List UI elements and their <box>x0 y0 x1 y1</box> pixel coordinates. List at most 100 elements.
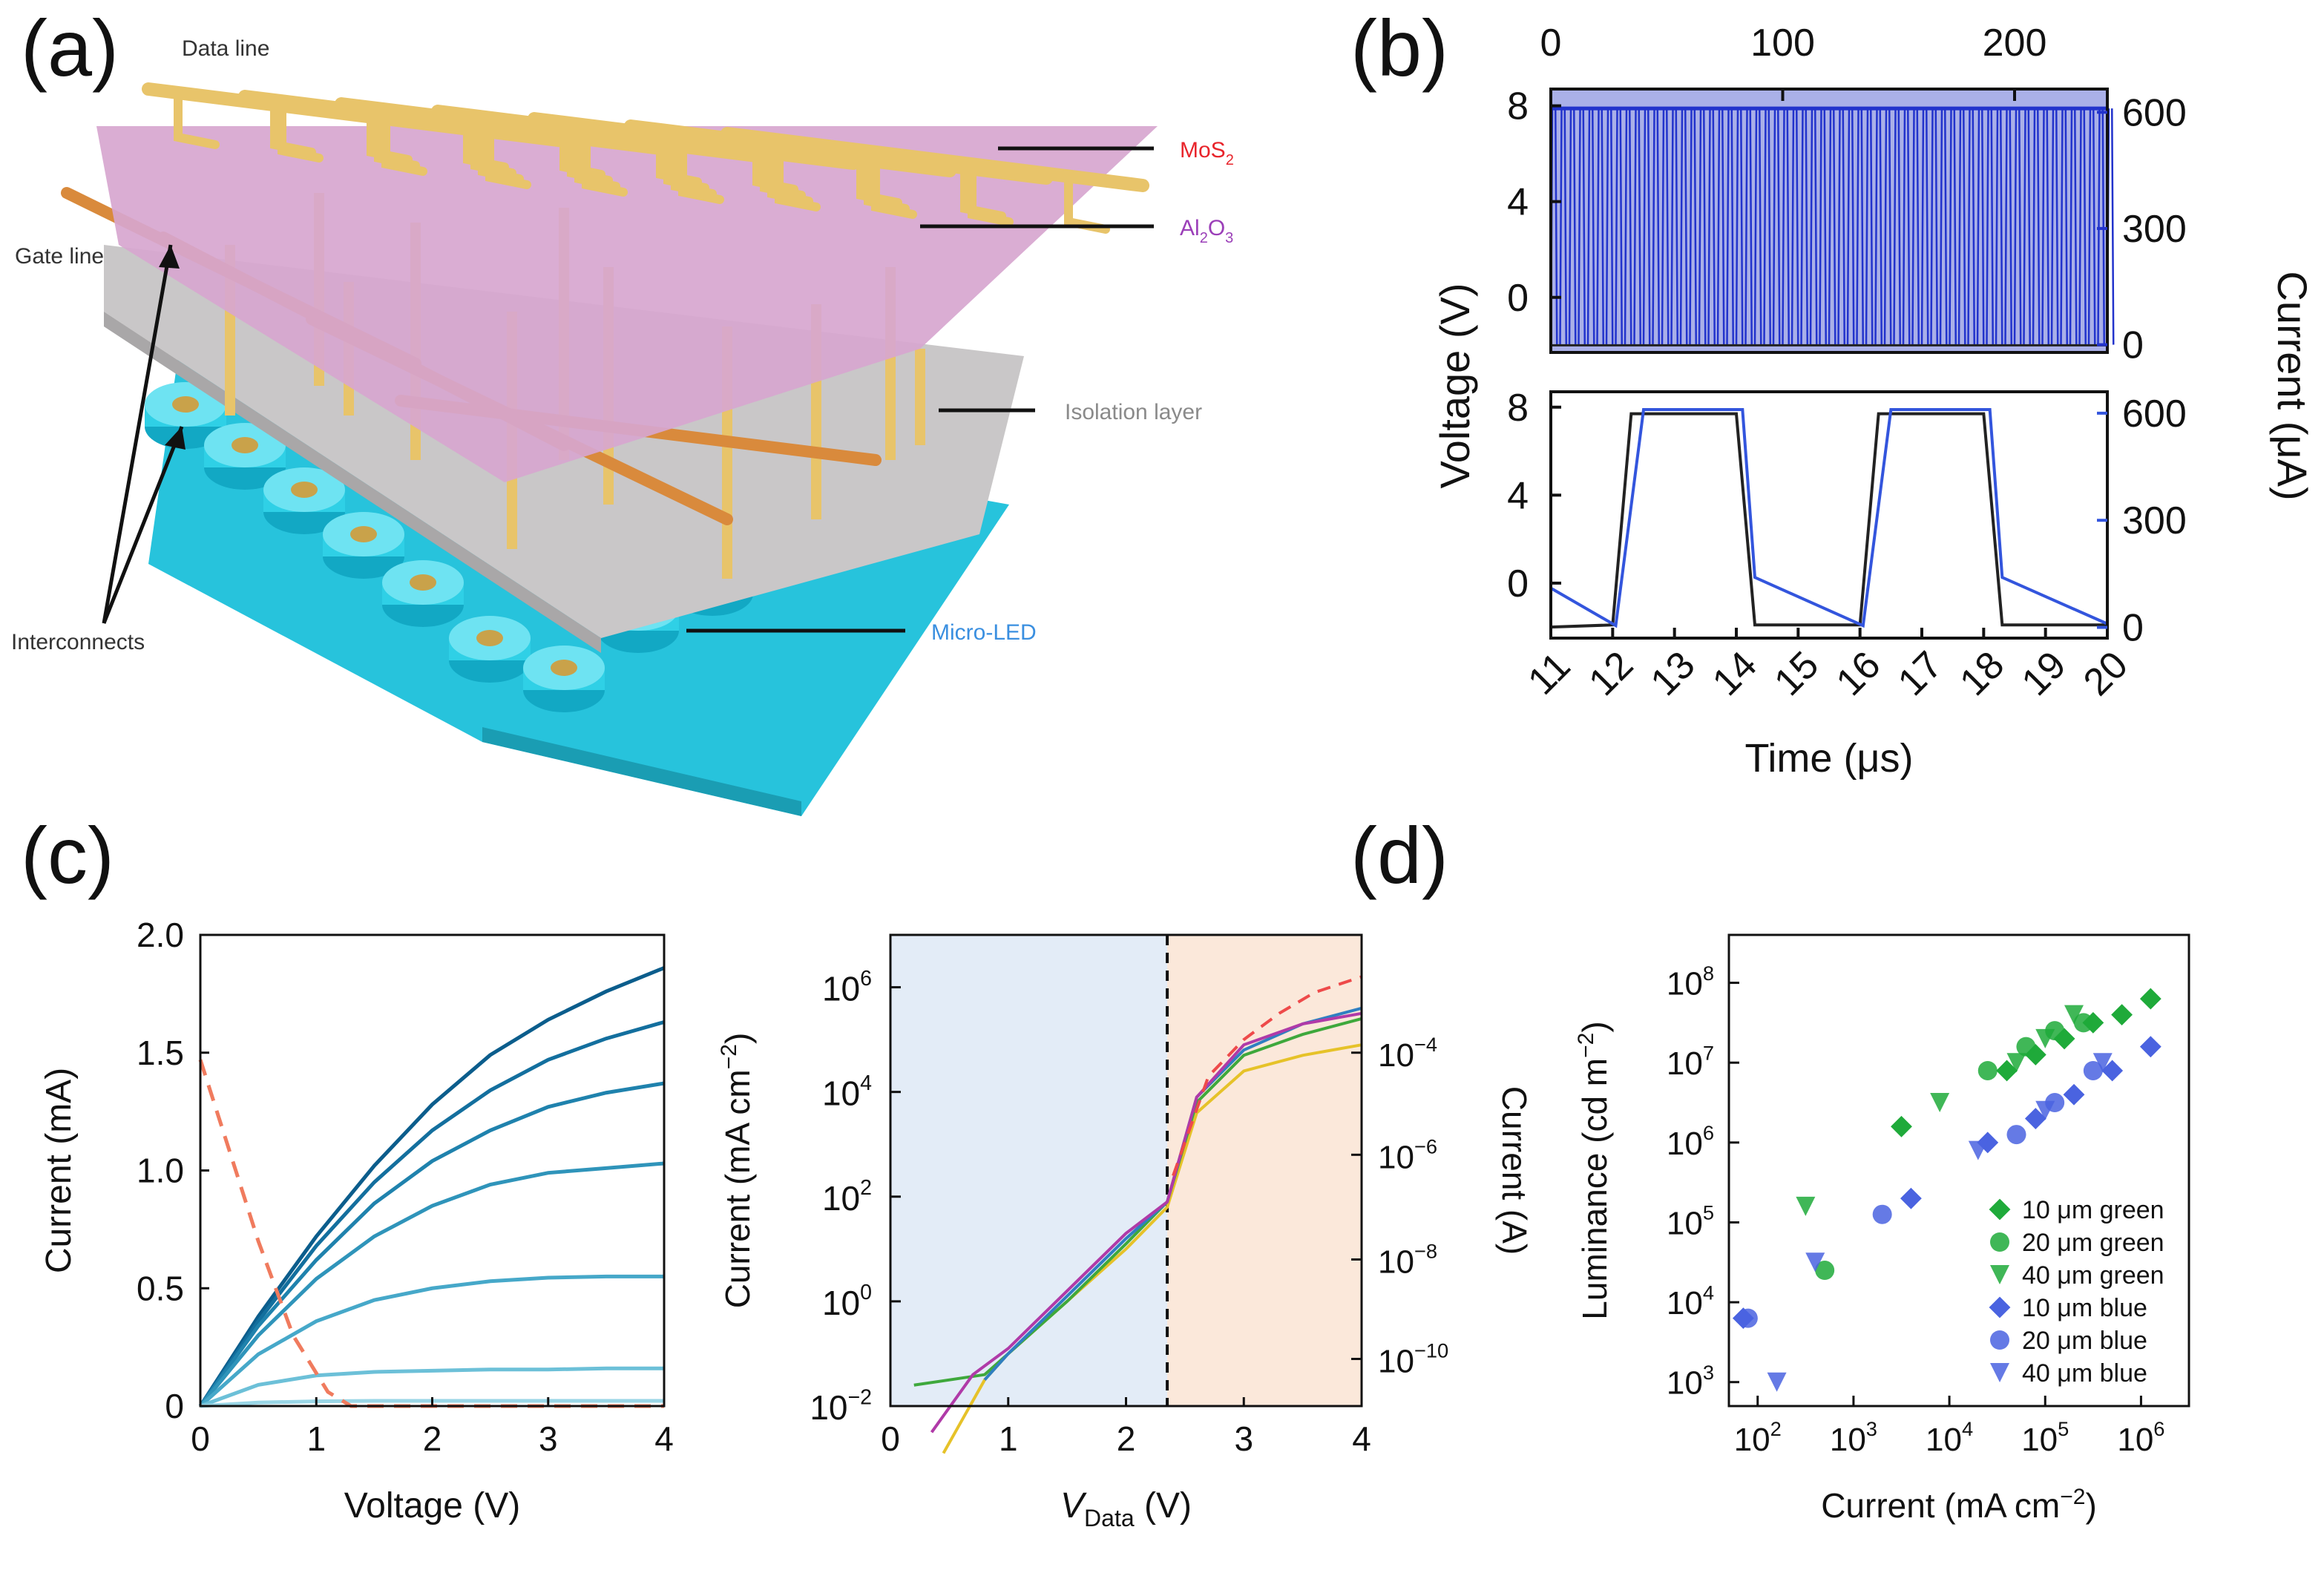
legend-marker-4 <box>1990 1330 2009 1350</box>
y-left-tick-label: 0 <box>1507 562 1529 605</box>
scatter-point-1 <box>2073 1013 2093 1033</box>
x-tick-label: 11 <box>1520 644 1578 703</box>
tick-exponent: 4 <box>1962 1417 1973 1440</box>
tick-base: 10 <box>810 1388 847 1427</box>
x-axis-label: Time (μs) <box>1744 736 1913 781</box>
tick-exponent: 5 <box>2058 1417 2069 1440</box>
tick-base: 10 <box>1378 1139 1414 1175</box>
y-tick-label: 1.0 <box>137 1152 184 1190</box>
series-line-voltage <box>1550 412 2107 629</box>
scatter-point-0 <box>2111 1004 2133 1026</box>
legend-label: 10 μm blue <box>2022 1294 2147 1322</box>
data-line-branch <box>559 118 605 179</box>
micro-led-contact <box>551 660 577 676</box>
x-tick-label: 18 <box>1952 643 2012 704</box>
scatter-point-4 <box>2006 1125 2026 1145</box>
panel-letter-d: (d) <box>1350 810 1448 900</box>
iv-curve-curve5 <box>199 1274 664 1408</box>
y-label-text: Current (mA cm <box>718 1069 757 1308</box>
legend-label: 40 μm blue <box>2022 1359 2147 1388</box>
scatter-point-0 <box>2139 988 2161 1010</box>
x-tick-label: 20 <box>2075 643 2136 704</box>
tick-base: 10 <box>822 1179 860 1218</box>
x-tick-label: 12 <box>1580 643 1641 704</box>
y-axis-label: Luminance (cd m−2) <box>1574 1021 1614 1319</box>
tick-exponent: 4 <box>1703 1281 1714 1304</box>
tick-base: 10 <box>1830 1422 1866 1458</box>
micro-led-contact <box>232 437 258 453</box>
tick-exponent: 8 <box>1703 962 1714 985</box>
data-line-branch <box>174 88 220 149</box>
x-tick-label: 19 <box>2014 643 2075 704</box>
x-tick-label: 4 <box>1352 1419 1371 1458</box>
tick-exponent: −8 <box>1414 1240 1437 1263</box>
data-line <box>720 127 1149 192</box>
x-tick-label: 0 <box>191 1419 210 1458</box>
y-right-tick-label: 0 <box>2122 607 2144 650</box>
scatter-point-3 <box>2101 1060 2124 1082</box>
tick-exponent: 2 <box>1770 1417 1782 1440</box>
x-tick-label: 102 <box>1734 1417 1782 1458</box>
tick-exponent: 2 <box>860 1176 872 1200</box>
micro-led-contact <box>410 574 436 591</box>
tick-base: 10 <box>822 1074 860 1113</box>
y-left-tick-label: 100 <box>822 1281 872 1322</box>
scatter-point-5 <box>1767 1372 1787 1392</box>
legend-label: 40 μm green <box>2022 1261 2164 1290</box>
y-tick-label: 106 <box>1667 1121 1714 1162</box>
scatter-point-0 <box>1891 1115 1912 1137</box>
x-tick-label: 16 <box>1828 643 1889 704</box>
y-left-tick-label: 102 <box>822 1176 872 1218</box>
y-tick-label: 0 <box>165 1387 184 1425</box>
tick-base: 10 <box>1667 1285 1703 1321</box>
y-tick-label: 107 <box>1667 1041 1714 1082</box>
data-line-label: Data line <box>182 36 269 61</box>
scatter-point-5 <box>1968 1140 1988 1160</box>
scatter-point-2 <box>1930 1093 1950 1113</box>
scatter-point-0 <box>1996 1060 2018 1082</box>
y-right-tick-label: 10−10 <box>1378 1339 1448 1380</box>
y-right-tick-label: 300 <box>2122 208 2187 251</box>
tick-exponent: −6 <box>1414 1135 1437 1158</box>
y-right-tick-label: 10−8 <box>1378 1240 1437 1281</box>
x-tick-label: 1 <box>999 1419 1018 1458</box>
scatter-point-3 <box>1900 1187 1922 1209</box>
legend-marker-1 <box>1990 1232 2009 1252</box>
y-right-tick-label: 10−4 <box>1378 1033 1437 1074</box>
tick-exponent: 0 <box>860 1281 872 1304</box>
y-tick-label: 0.5 <box>137 1269 184 1307</box>
y-axis-label: Current (mA) <box>39 1068 79 1273</box>
y-tick-label: 104 <box>1667 1281 1714 1321</box>
y-left-tick-label: 10−2 <box>810 1385 872 1427</box>
transfer-curve-dashed <box>1172 975 1362 1177</box>
x-label-part: Current (mA cm <box>1821 1486 2060 1525</box>
tick-exponent: 3 <box>1703 1361 1714 1384</box>
scatter-point-2 <box>2035 1028 2055 1048</box>
y-left-axis-label: Voltage (V) <box>1431 283 1478 488</box>
legend-label: 20 μm green <box>2022 1229 2164 1257</box>
tick-base: 10 <box>1378 1344 1414 1380</box>
tick-exponent: 6 <box>1703 1121 1714 1144</box>
scatter-point-2 <box>2064 1005 2084 1025</box>
data-line-branch <box>270 96 316 157</box>
tick-base: 10 <box>1667 1045 1703 1082</box>
device-schematic: Data line Gate line Interconnects MoS2 A… <box>11 36 1234 816</box>
y-tick-label: 2.0 <box>137 916 184 954</box>
x-axis-label: Current (mA cm−2) <box>1821 1485 2097 1525</box>
panel-letter-b: (b) <box>1350 3 1448 93</box>
mos2-label: MoS2 <box>1180 138 1234 168</box>
x-label-main: V <box>1060 1486 1087 1526</box>
scatter-point-5 <box>2035 1100 2055 1120</box>
scatter-point-3 <box>2139 1036 2161 1058</box>
x-tick-label: 15 <box>1766 643 1827 704</box>
y-left-axis-label: Current (mA cm−2) <box>717 1033 757 1309</box>
x-tick-label: 105 <box>2021 1417 2069 1458</box>
data-line-branch <box>960 160 1006 220</box>
al2o3-label: Al2O3 <box>1180 216 1233 246</box>
x-label-part: ) <box>2085 1486 2096 1525</box>
series-line-current <box>1549 408 2108 628</box>
y-left-tick-label: 104 <box>822 1071 872 1113</box>
scatter-point-4 <box>1738 1308 1758 1328</box>
chart-b-top: 0 100 200 8 4 0 600 300 0 <box>1507 22 2187 367</box>
